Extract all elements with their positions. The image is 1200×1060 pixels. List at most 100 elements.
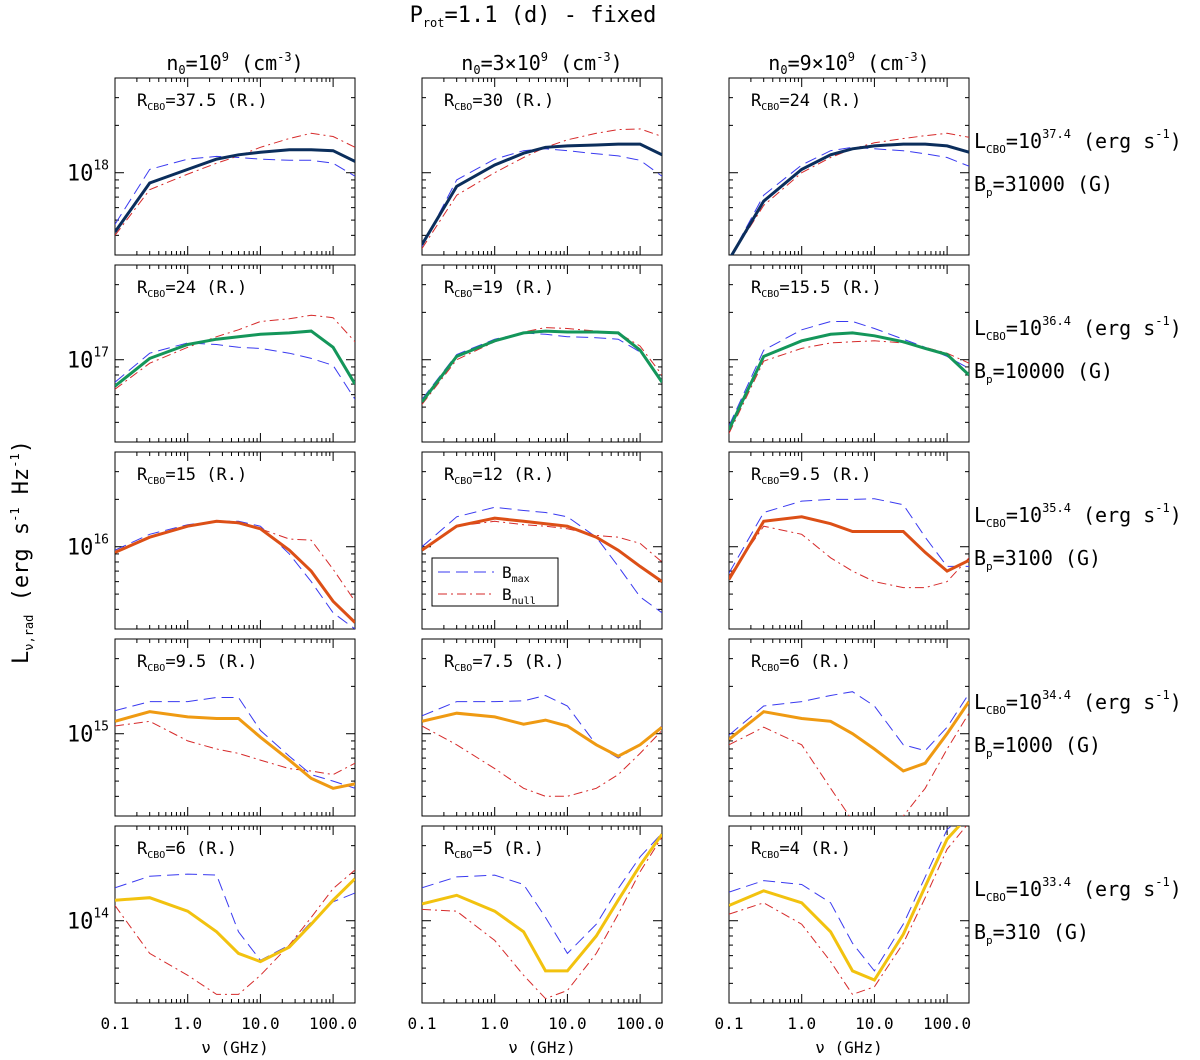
series-b-line: [115, 519, 355, 624]
x-tick-label: 1.0: [173, 1014, 202, 1033]
panel-r5-c1: RCBO=6 (R.) 1014 0.1 1.0 10.0 100.0 ν (GHz): [67, 825, 357, 1057]
lcbo-annotation: LCBO=1036.4 (erg s-1): [974, 314, 1182, 343]
series-bmax-line: [422, 506, 662, 614]
series-b-line: [115, 710, 355, 790]
panel-frame: [421, 825, 663, 1004]
series-bmax-line: [729, 321, 969, 427]
bp-annotation: Bp=310 (G): [974, 920, 1089, 947]
series-bmax-line: [115, 155, 355, 225]
panel-r1-c2: RCBO=30 (R.): [421, 77, 663, 256]
series-bnull-line: [422, 725, 662, 797]
rcbo-label: RCBO=9.5 (R.): [751, 465, 871, 487]
series-bmax-line: [422, 148, 662, 247]
panel-frame: [114, 638, 356, 817]
series-bmax-line: [422, 832, 662, 955]
lcbo-annotation: LCBO=1037.4 (erg s-1): [974, 127, 1182, 156]
x-tick-label: 100.0: [923, 1014, 971, 1033]
series-bnull-line: [115, 314, 355, 390]
series-bnull-line: [729, 340, 969, 434]
rcbo-label: RCBO=37.5 (R.): [137, 91, 268, 113]
series-bnull-line: [729, 826, 967, 995]
series-bnull-line: [115, 520, 355, 602]
bp-annotation: Bp=31000 (G): [974, 172, 1113, 199]
rcbo-label: RCBO=15 (R.): [137, 465, 247, 487]
x-tick-label: 1.0: [480, 1014, 509, 1033]
series-b-line: [729, 331, 969, 431]
column-header: n0=109 (cm-3): [166, 50, 303, 77]
y-axis-label: Lν,rad (erg s-1 Hz-1): [8, 440, 36, 664]
rcbo-label: RCBO=9.5 (R.): [137, 652, 257, 674]
series-bmax-line: [729, 826, 952, 972]
series-bnull-line: [115, 720, 355, 776]
x-axis-label: ν (GHz): [201, 1038, 268, 1057]
series-bnull-line: [422, 520, 662, 563]
series-b-line: [422, 516, 662, 583]
x-axis-label: ν (GHz): [508, 1038, 575, 1057]
series-b-line: [729, 826, 962, 982]
panel-frame: [421, 451, 663, 630]
rcbo-label: RCBO=5 (R.): [444, 839, 544, 861]
rcbo-label: RCBO=12 (R.): [444, 465, 554, 487]
rcbo-label: RCBO=6 (R.): [751, 652, 851, 674]
panel-r2-c3: RCBO=15.5 (R.): [728, 264, 970, 443]
column-header: n0=9×109 (cm-3): [768, 50, 929, 77]
series-bmax-line: [115, 342, 355, 400]
panel-r2-c2: RCBO=19 (R.): [421, 264, 663, 443]
series-bnull-line: [729, 712, 969, 816]
series-b-line: [115, 877, 355, 964]
series-b-line: [422, 711, 662, 758]
panel-frame: [421, 264, 663, 443]
x-tick-label: 100.0: [616, 1014, 664, 1033]
panel-r1-c3: RCBO=24 (R.): [728, 77, 970, 256]
series-bnull-line: [422, 327, 662, 405]
series-b-line: [422, 833, 662, 973]
series-b-line: [115, 329, 355, 388]
x-tick-label: 0.1: [408, 1014, 437, 1033]
panel-frame: [728, 451, 970, 630]
bp-annotation: Bp=3100 (G): [974, 546, 1101, 573]
panel-r2-c1: RCBO=24 (R.) 1017: [67, 264, 356, 443]
series-b-line: [115, 148, 355, 233]
panel-frame: [728, 264, 970, 443]
y-tick-label: 1014: [67, 907, 109, 935]
x-tick-label: 10.0: [241, 1014, 280, 1033]
series-bmax-line: [730, 146, 969, 255]
series-bmax-line: [729, 498, 969, 574]
panel-r3-c3: RCBO=9.5 (R.): [728, 451, 970, 630]
panel-frame: [728, 77, 970, 256]
column-header: n0=3×109 (cm-3): [461, 50, 622, 77]
rcbo-label: RCBO=30 (R.): [444, 91, 554, 113]
x-tick-label: 0.1: [101, 1014, 130, 1033]
series-b-line: [422, 142, 662, 246]
y-tick-label: 1015: [67, 720, 109, 748]
series-bnull-line: [729, 525, 969, 589]
panel-r4-c3: RCBO=6 (R.): [728, 638, 970, 817]
figure-title: Prot=1.1 (d) - fixed: [410, 3, 657, 30]
x-tick-label: 10.0: [855, 1014, 894, 1033]
panel-frame: [114, 825, 356, 1004]
series-bnull-line: [115, 132, 355, 236]
panel-r4-c2: RCBO=7.5 (R.): [421, 638, 663, 817]
series-bmax-line: [422, 332, 662, 400]
rcbo-label: RCBO=15.5 (R.): [751, 278, 882, 300]
series-bmax-line: [115, 520, 355, 629]
lcbo-annotation: LCBO=1035.4 (erg s-1): [974, 501, 1182, 530]
series-bnull-line: [422, 836, 662, 1000]
rcbo-label: RCBO=6 (R.): [137, 839, 237, 861]
series-bnull-line: [731, 132, 969, 255]
panel-frame: [728, 825, 970, 1004]
panel-frame: [114, 77, 356, 256]
panel-r1-c1: RCBO=37.5 (R.) 1018: [67, 77, 356, 256]
series-b-line: [422, 329, 662, 403]
panel-r4-c1: RCBO=9.5 (R.) 1015: [67, 638, 356, 817]
panel-frame: [421, 77, 663, 256]
legend-label-max: Bmax: [502, 563, 530, 585]
x-tick-label: 100.0: [309, 1014, 357, 1033]
bp-annotation: Bp=1000 (G): [974, 733, 1101, 760]
panel-r5-c3: RCBO=4 (R.) 0.1 1.0 10.0 100.0 ν (GHz): [715, 825, 971, 1057]
rcbo-label: RCBO=7.5 (R.): [444, 652, 564, 674]
y-tick-label: 1018: [67, 159, 109, 187]
series-bmax-line: [115, 697, 355, 789]
series-bmax-line: [422, 694, 662, 759]
